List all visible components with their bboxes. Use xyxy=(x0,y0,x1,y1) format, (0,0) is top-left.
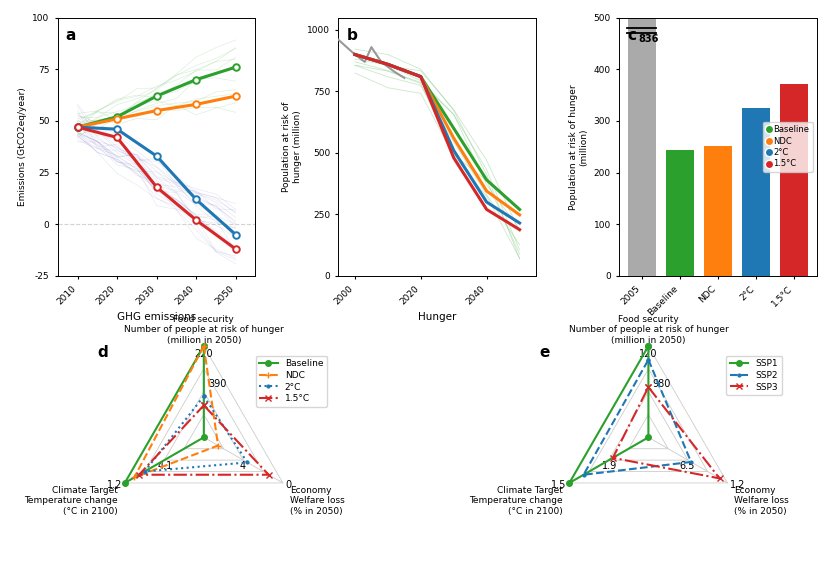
Text: Climate Target
Temperature change
(°C in 2100): Climate Target Temperature change (°C in… xyxy=(469,485,563,515)
Text: 6.5: 6.5 xyxy=(679,461,695,471)
Text: Food security
Number of people at risk of hunger
(million in 2050): Food security Number of people at risk o… xyxy=(568,315,728,345)
Y-axis label: Population at risk of hunger
(million): Population at risk of hunger (million) xyxy=(568,84,588,210)
Text: Climate Target
Temperature change
(°C in 2100): Climate Target Temperature change (°C in… xyxy=(24,485,118,515)
Bar xyxy=(667,150,694,276)
Legend: SSP1, SSP2, SSP3: SSP1, SSP2, SSP3 xyxy=(727,356,781,395)
Point xyxy=(229,62,243,72)
Bar xyxy=(780,84,808,276)
Legend: Baseline, NDC, 2°C, 1.5°C: Baseline, NDC, 2°C, 1.5°C xyxy=(256,356,327,407)
Bar xyxy=(742,108,770,276)
Point xyxy=(229,244,243,254)
Point xyxy=(111,133,124,142)
Bar xyxy=(628,0,656,276)
Text: 1.2: 1.2 xyxy=(730,480,746,490)
Text: 4: 4 xyxy=(239,461,245,471)
Text: 1.2: 1.2 xyxy=(106,480,122,490)
Point xyxy=(71,123,84,132)
Point xyxy=(71,123,84,132)
Text: e: e xyxy=(540,345,550,360)
Point xyxy=(111,114,124,123)
Text: 220: 220 xyxy=(195,349,213,359)
Text: 0: 0 xyxy=(285,480,292,490)
Point xyxy=(190,215,203,225)
Point xyxy=(190,195,203,204)
Point xyxy=(190,100,203,109)
Point xyxy=(71,123,84,132)
Text: c: c xyxy=(627,28,636,43)
Legend: Baseline, NDC, 2°C, 1.5°C: Baseline, NDC, 2°C, 1.5°C xyxy=(763,122,813,172)
Point xyxy=(229,92,243,101)
Text: d: d xyxy=(97,345,108,360)
Text: 1.9: 1.9 xyxy=(602,461,618,471)
Point xyxy=(229,230,243,239)
Point xyxy=(111,112,124,122)
Text: b: b xyxy=(346,28,357,43)
Point xyxy=(150,151,163,161)
Text: 836: 836 xyxy=(638,34,658,44)
Text: 1.5: 1.5 xyxy=(551,480,567,490)
Bar xyxy=(705,146,732,276)
Text: 390: 390 xyxy=(208,379,226,389)
X-axis label: Hunger: Hunger xyxy=(418,312,456,322)
Point xyxy=(111,124,124,134)
Text: Economy
Welfare loss
(% in 2050): Economy Welfare loss (% in 2050) xyxy=(290,485,345,515)
Point xyxy=(150,92,163,101)
Y-axis label: Population at risk of
hunger (million): Population at risk of hunger (million) xyxy=(282,102,301,192)
Point xyxy=(150,106,163,115)
Y-axis label: Emissions (GtCO2eq/year): Emissions (GtCO2eq/year) xyxy=(17,87,26,206)
Text: Economy
Welfare loss
(% in 2050): Economy Welfare loss (% in 2050) xyxy=(734,485,789,515)
Text: Food security
Number of people at risk of hunger
(million in 2050): Food security Number of people at risk o… xyxy=(124,315,284,345)
Point xyxy=(190,75,203,85)
Point xyxy=(71,123,84,132)
X-axis label: GHG emissions: GHG emissions xyxy=(117,312,196,322)
Text: a: a xyxy=(66,28,76,43)
Text: 4.1: 4.1 xyxy=(158,461,173,471)
Text: 980: 980 xyxy=(653,379,671,389)
Point xyxy=(150,183,163,192)
Text: 120: 120 xyxy=(639,349,658,359)
